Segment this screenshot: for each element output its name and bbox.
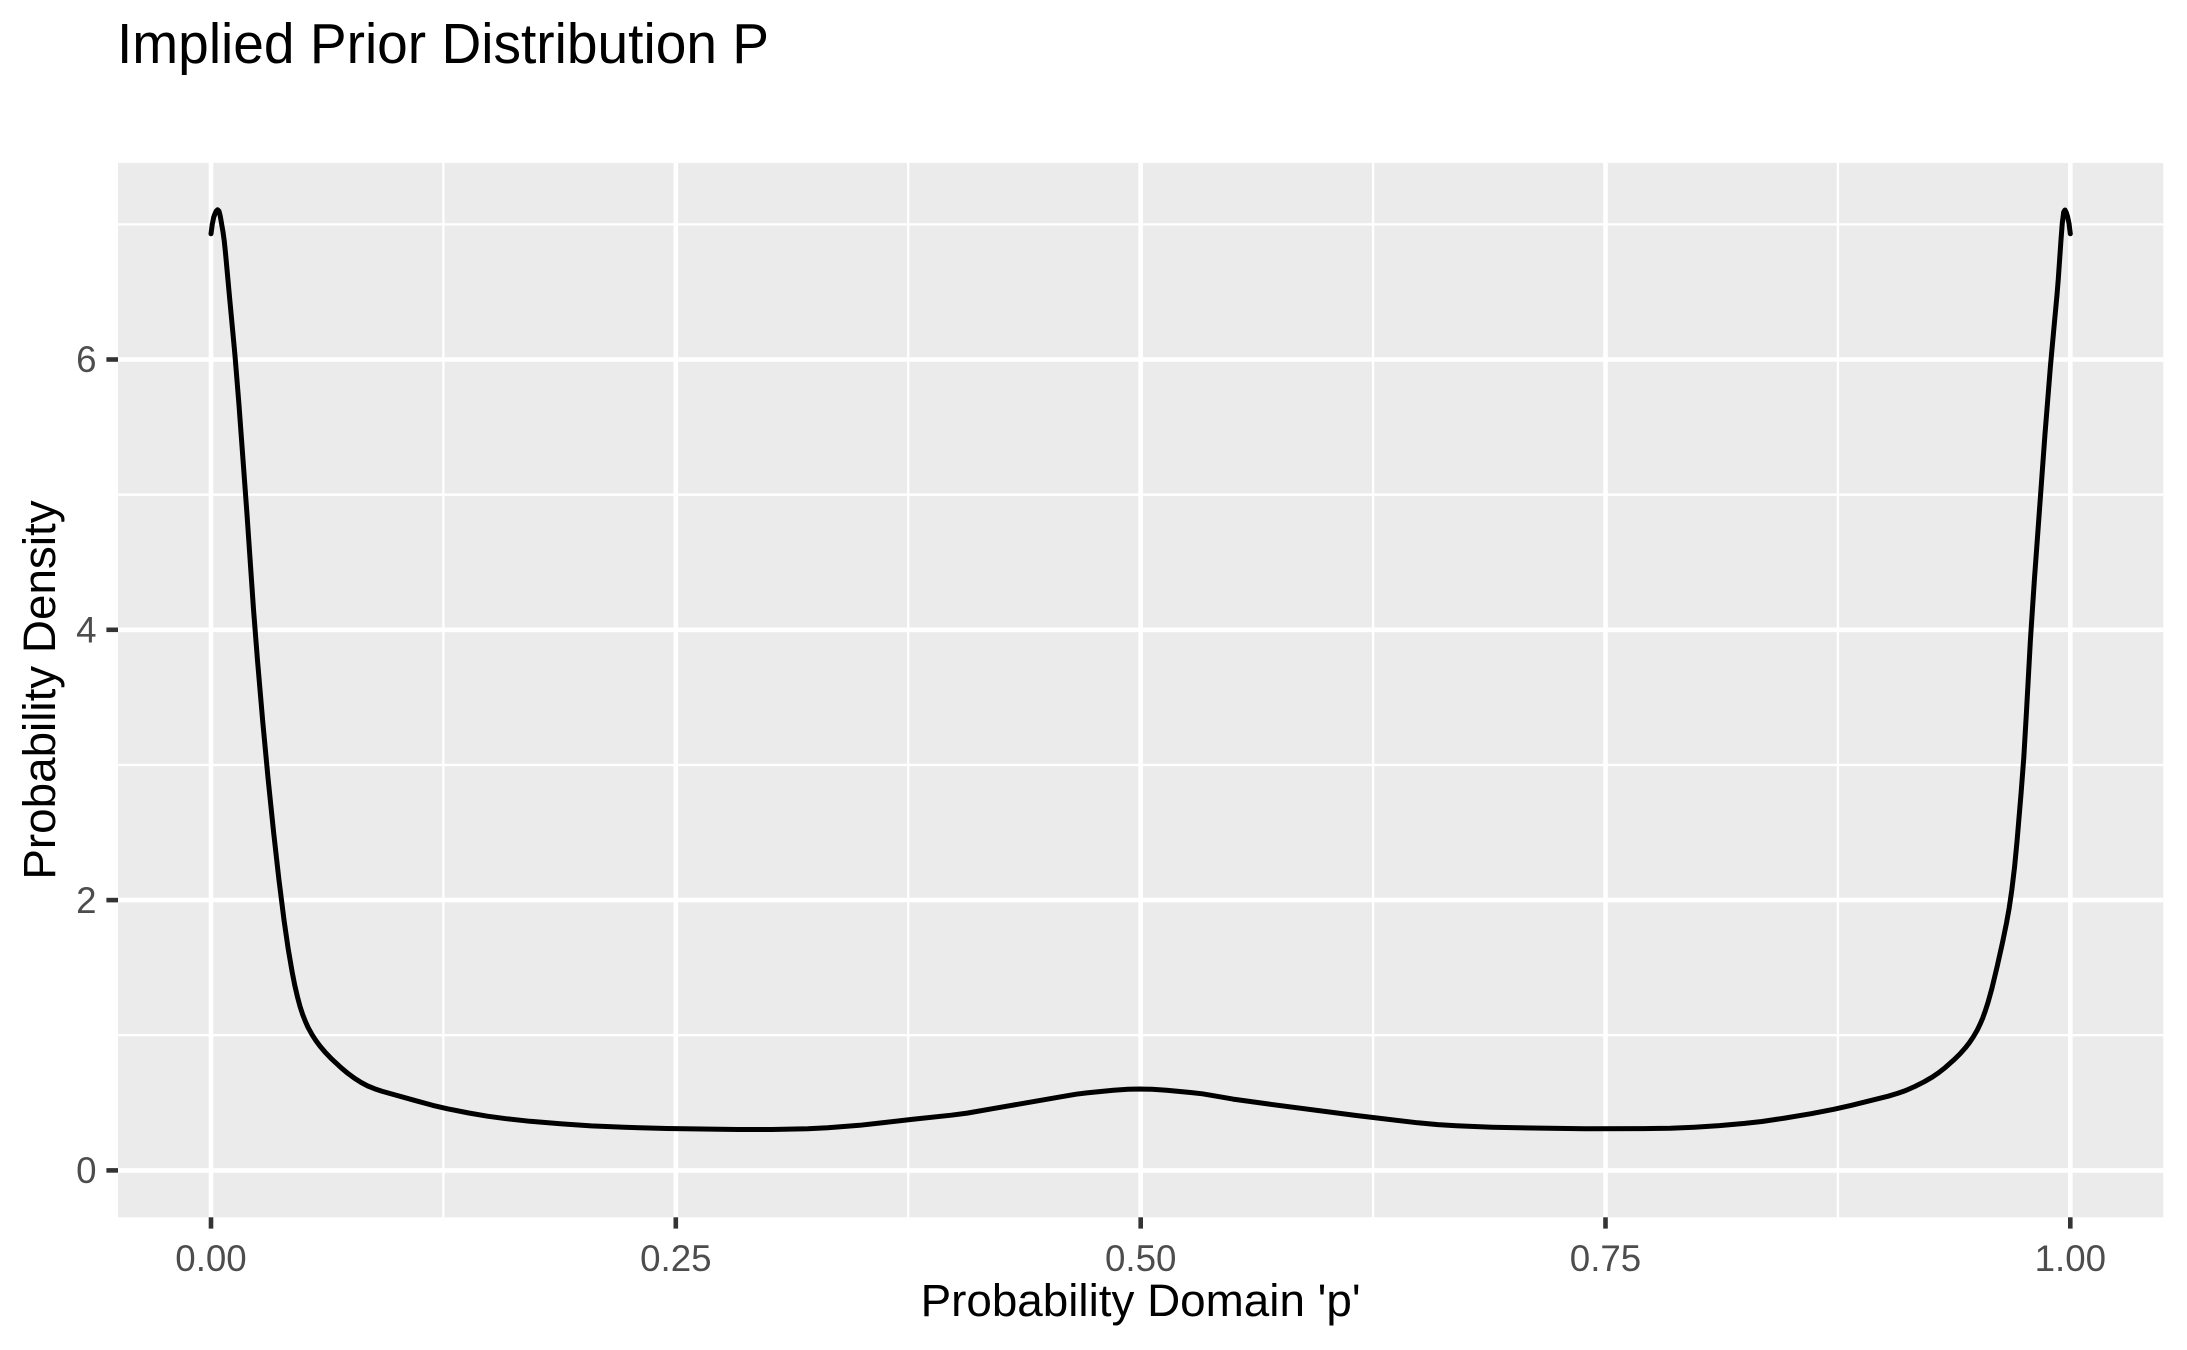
svg-text:0.50: 0.50 (1105, 1238, 1176, 1279)
svg-text:6: 6 (76, 339, 96, 380)
svg-text:Probability Domain 'p': Probability Domain 'p' (921, 1275, 1361, 1326)
svg-text:4: 4 (76, 610, 96, 651)
svg-text:0.75: 0.75 (1570, 1238, 1641, 1279)
svg-text:0.25: 0.25 (640, 1238, 711, 1279)
svg-text:0: 0 (76, 1150, 96, 1191)
svg-text:Probability Density: Probability Density (14, 500, 65, 879)
svg-text:0.00: 0.00 (175, 1238, 246, 1279)
svg-text:1.00: 1.00 (2035, 1238, 2106, 1279)
svg-text:Implied Prior Distribution P: Implied Prior Distribution P (117, 12, 769, 76)
svg-text:2: 2 (76, 880, 96, 921)
